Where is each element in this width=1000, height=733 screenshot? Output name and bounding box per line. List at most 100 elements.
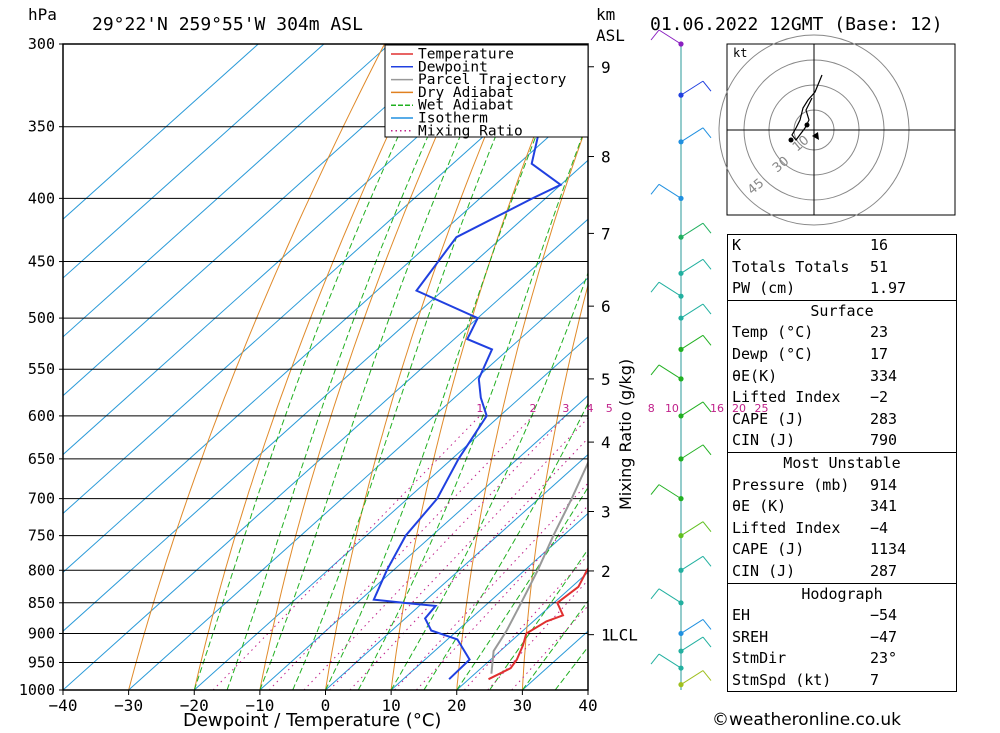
temperature-tick-label: 10 [381,696,400,715]
height-tick-label: 8 [601,148,611,167]
isotherm-line [193,336,588,690]
temperature-tick-label: 40 [578,696,597,715]
index-value: −47 [870,627,898,646]
pressure-tick-label: 900 [28,624,55,642]
index-row: CAPE (J) 1134 [728,539,956,561]
index-row: θE (K) 341 [728,496,956,518]
wind-barb-flag [702,127,712,139]
wind-barb [680,334,704,350]
background-lines [63,44,588,690]
wet-adiabat [292,44,535,690]
mixing-ratio-label: 2 [529,402,536,415]
isotherm-line [390,512,588,690]
index-key: Pressure (mb) [732,475,850,494]
wind-barb [680,670,704,686]
mixing-ratio-line [416,504,588,690]
index-value: 790 [870,431,898,450]
index-key: StmDir [732,649,787,668]
mixing-ratio-label: 25 [755,402,769,415]
x-axis-label: Dewpoint / Temperature (°C) [183,710,441,731]
index-row: PW (cm) 1.97 [728,278,956,300]
index-value: 23 [870,323,889,342]
isotherm-line [259,395,588,690]
mixing-ratio-axis-label: Mixing Ratio (g/kg) [616,359,635,510]
wind-level-dot [678,533,684,539]
temperature-tick-label: 0 [321,696,331,715]
mixing-ratio-label: 5 [606,402,613,415]
wind-barb [680,222,704,238]
wind-barb [658,484,682,500]
temperature-line [488,566,588,681]
wet-adiabat [193,44,443,690]
parcel-trajectory-line [490,460,588,674]
dry-adiabat [587,670,588,690]
wind-barb [680,444,704,460]
wind-barb-flag [702,670,712,681]
pressure-tick-label: 300 [28,35,55,53]
pressure-unit: hPa [28,5,57,24]
wind-barb-flag [650,588,660,600]
wind-barb-flag [702,259,712,270]
wind-barb [658,183,682,199]
wind-barb-flag [702,555,712,567]
height-tick-label: 5 [601,370,611,389]
mixing-ratio-label: 10 [665,402,679,415]
index-row: Lifted Index −2 [728,387,956,409]
wind-level-dot [678,648,684,654]
dry-adiabat [128,44,385,690]
location-title: 29°22'N 259°55'W 304m ASL [92,14,363,35]
wind-barb-flag [650,653,660,665]
height-tick-label: 1 [601,626,611,645]
hodograph-stats-title: Hodograph [728,582,956,606]
wind-barb-flag [650,29,660,41]
index-key: StmSpd (kt) [732,670,832,689]
hodograph-trace [791,74,823,141]
index-value: −54 [870,606,898,625]
isotherm-line [63,44,587,515]
wind-barb [680,80,704,96]
mixing-ratio-line [511,605,588,690]
legend-entry: Mixing Ratio [418,123,523,139]
wind-barbs [650,29,712,690]
mixing-ratio-label: 1 [476,402,483,415]
mixing-ratio-line [349,437,588,690]
indices-panel: K 16 Totals Totals 51 PW (cm) 1.97 Surface Te… [727,234,957,693]
index-value: −4 [870,518,889,537]
index-key: Temp (°C) [732,323,814,342]
legend-entry: Parcel Trajectory [418,72,567,88]
date-title: 01.06.2022 12GMT (Base: 12) [650,14,943,35]
hodograph-unit: kt [733,46,747,60]
isotherm-line [128,277,588,690]
surface-title: Surface [728,299,956,323]
pressure-tick-label: 450 [28,253,55,271]
dry-adiabat [193,44,432,690]
index-row: Temp (°C) 23 [728,322,956,344]
pressure-tick-label: 750 [28,527,55,545]
dry-adiabat [325,44,525,690]
wind-barb-flag [702,619,712,630]
wind-barb-flag [702,80,712,92]
height-tick-label: 7 [601,224,611,243]
pressure-tick-label: 950 [28,653,55,671]
wind-barb [658,364,682,380]
isotherm-line [63,44,390,338]
index-row: Lifted Index −4 [728,518,956,540]
mixing-ratio-line [394,482,588,690]
wind-barb [680,303,704,319]
mixing-ratio-line [303,415,567,690]
wind-barb [680,258,704,274]
height-tick-label: 9 [601,58,611,77]
wind-barb [658,588,682,604]
pressure-tick-label: 1000 [19,681,55,699]
index-value: 1.97 [870,279,907,298]
wind-barb [658,281,682,297]
plot-frame [62,43,589,691]
temperature-tick-label: 20 [447,696,466,715]
footer-credit[interactable]: ©weatheronline.co.uk [712,710,902,730]
index-key: SREH [732,627,769,646]
pressure-tick-label: 500 [28,309,55,327]
isotherm-line [63,218,588,690]
index-key: Lifted Index [732,388,841,407]
wind-barb [680,619,704,634]
